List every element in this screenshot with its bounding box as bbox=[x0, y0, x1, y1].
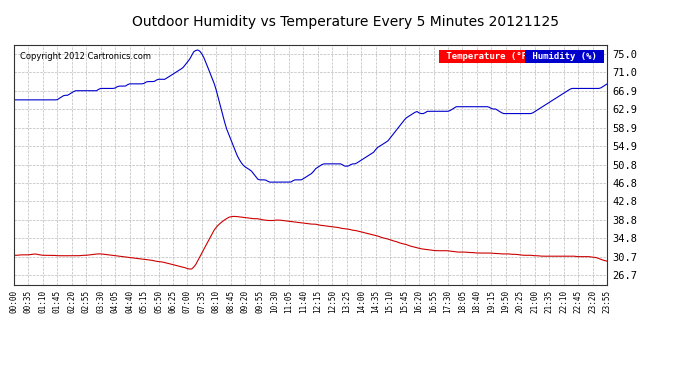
Text: Humidity (%): Humidity (%) bbox=[527, 52, 602, 61]
Text: Temperature (°F): Temperature (°F) bbox=[441, 52, 538, 61]
Text: Copyright 2012 Cartronics.com: Copyright 2012 Cartronics.com bbox=[20, 52, 150, 61]
Text: Outdoor Humidity vs Temperature Every 5 Minutes 20121125: Outdoor Humidity vs Temperature Every 5 … bbox=[132, 15, 558, 29]
